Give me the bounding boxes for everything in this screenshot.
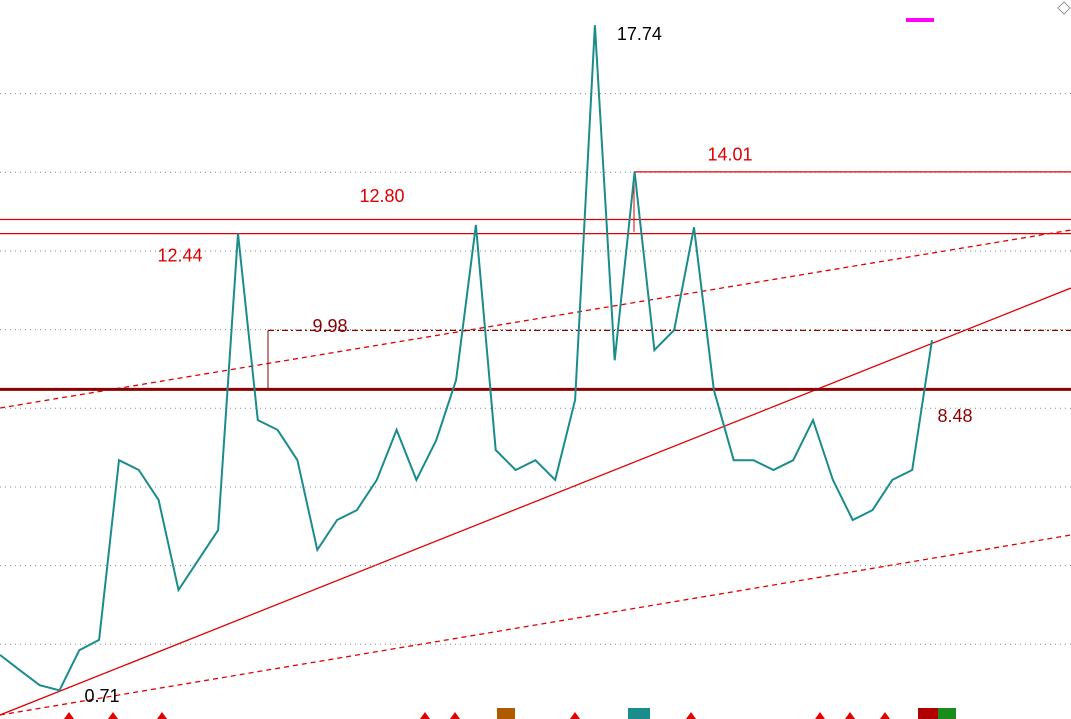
- icon: [1057, 1, 1071, 15]
- bottom-markers: [64, 708, 956, 719]
- price-line: [0, 25, 933, 692]
- peak-label: 17.74: [617, 24, 662, 44]
- arrow: [64, 712, 890, 719]
- level-label: 12.80: [359, 186, 404, 206]
- trend-line: [0, 534, 1071, 716]
- trend-lines: [0, 229, 1071, 716]
- trend-line: [0, 229, 1071, 409]
- marker: [906, 18, 934, 22]
- trend-line: [0, 287, 1071, 716]
- icon: [918, 708, 938, 719]
- icon: [628, 708, 650, 719]
- level-label: 8.48: [937, 406, 972, 426]
- icon: [497, 708, 515, 719]
- level-label: 12.44: [157, 245, 202, 265]
- icon: [938, 708, 956, 719]
- low-label: 0.71: [84, 686, 119, 706]
- level-label: 14.01: [707, 145, 752, 165]
- level-label: 9.98: [312, 316, 347, 336]
